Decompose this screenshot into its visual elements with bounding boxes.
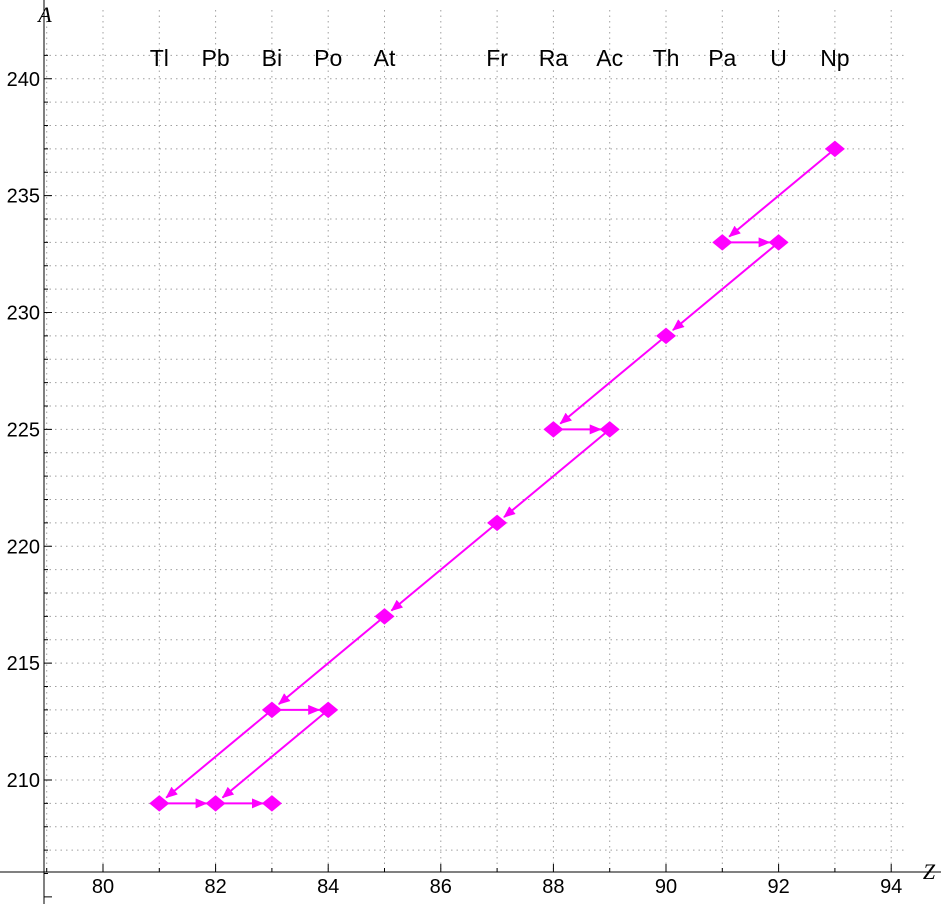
x-tick-label: 84 bbox=[317, 876, 339, 898]
decay-arrow bbox=[390, 525, 494, 612]
data-point-diamond bbox=[261, 795, 282, 812]
element-label-ra: Ra bbox=[539, 45, 569, 71]
data-point-diamond bbox=[487, 514, 508, 532]
element-label-pa: Pa bbox=[708, 45, 736, 71]
data-point-diamond bbox=[261, 701, 282, 719]
element-label-bi: Bi bbox=[262, 45, 282, 71]
data-point-diamond bbox=[656, 327, 676, 345]
element-label-po: Po bbox=[314, 45, 342, 71]
data-point-diamond bbox=[543, 421, 564, 438]
element-label-th: Th bbox=[653, 45, 680, 71]
data-point-diamond bbox=[712, 234, 733, 251]
data-point-diamond bbox=[599, 421, 620, 438]
decay-arrow bbox=[728, 151, 831, 238]
data-point-diamond bbox=[205, 795, 226, 812]
y-tick-label: 220 bbox=[7, 536, 40, 558]
decay-arrow bbox=[221, 712, 325, 799]
grid bbox=[44, 10, 905, 872]
element-label-np: Np bbox=[820, 45, 849, 71]
y-tick-label: 240 bbox=[7, 69, 40, 91]
y-tick-label: 235 bbox=[7, 186, 40, 208]
element-label-fr: Fr bbox=[486, 45, 508, 71]
decay-arrow bbox=[278, 619, 381, 705]
y-tick-label: 215 bbox=[7, 653, 40, 675]
element-label-u: U bbox=[770, 45, 787, 71]
element-label-tl: Tl bbox=[150, 45, 169, 71]
x-tick-label: 90 bbox=[655, 876, 677, 898]
tick-marks: 80 82 84 86 88 90 92 94 210 215 220 225 230 235 240 bbox=[7, 54, 902, 898]
y-axis-title: A bbox=[36, 2, 52, 27]
x-tick-label: 82 bbox=[204, 876, 226, 898]
x-tick-label: 80 bbox=[92, 876, 114, 898]
y-tick-label: 230 bbox=[7, 303, 40, 325]
data-point-diamond bbox=[318, 701, 339, 719]
data-point-diamond bbox=[824, 140, 845, 158]
decay-arrows bbox=[165, 151, 831, 809]
x-axis-title: Z bbox=[923, 859, 936, 884]
decay-arrow bbox=[165, 712, 268, 799]
data-point-diamond bbox=[768, 234, 789, 251]
data-points bbox=[149, 140, 845, 812]
y-tick-label: 210 bbox=[7, 770, 40, 792]
x-tick-label: 86 bbox=[430, 876, 452, 898]
x-tick-label: 92 bbox=[767, 876, 789, 898]
data-point-diamond bbox=[374, 608, 395, 625]
y-tick-label: 225 bbox=[7, 419, 40, 441]
decay-arrow bbox=[503, 432, 606, 518]
x-tick-label: 94 bbox=[880, 876, 902, 898]
decay-arrow bbox=[559, 338, 663, 425]
data-point-diamond bbox=[149, 795, 170, 812]
element-label-at: At bbox=[374, 45, 396, 71]
decay-arrow bbox=[672, 245, 775, 331]
element-label-pb: Pb bbox=[202, 45, 230, 71]
element-label-ac: Ac bbox=[596, 45, 623, 71]
x-tick-label: 88 bbox=[542, 876, 564, 898]
element-labels: Tl Pb Bi Po At Fr Ra Ac Th Pa U Np bbox=[150, 45, 850, 71]
